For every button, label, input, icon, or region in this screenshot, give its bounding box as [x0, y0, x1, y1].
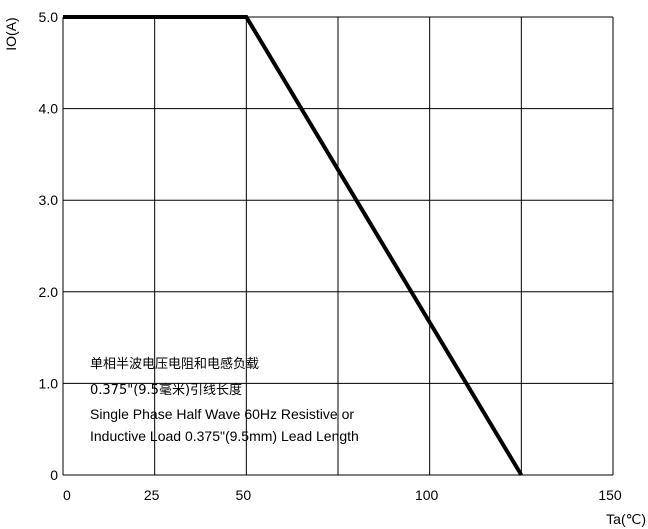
x-tick-label: 0 [63, 487, 71, 503]
annotation-line-4: Inductive Load 0.375"(9.5mm) Lead Length [90, 428, 359, 444]
annotation-line-2: 0.375"(9.5毫米)引线长度 [90, 383, 243, 398]
x-tick-label: 100 [415, 487, 439, 503]
grid [62, 16, 614, 476]
annotation-line-1: 单相半波电压电阻和电感负载 [90, 357, 260, 372]
series-line-0 [63, 15, 524, 477]
x-tick-label: 50 [236, 487, 252, 503]
y-axis-label: IO(A) [3, 17, 19, 50]
y-tick-label: 4.0 [39, 101, 59, 117]
y-tick-label: 1.0 [39, 375, 59, 391]
x-tick-label: 25 [144, 487, 160, 503]
y-tick-label: 3.0 [39, 192, 59, 208]
tick-labels: 0 1.0 2.0 3.0 4.0 5.0 0 25 50 100 150 [39, 9, 622, 503]
series-group [63, 15, 524, 477]
annotation-line-3: Single Phase Half Wave 60Hz Resistive or [90, 406, 355, 422]
x-axis-label: Ta(℃) [606, 511, 646, 527]
x-tick-label: 150 [598, 487, 622, 503]
y-tick-label: 2.0 [39, 284, 59, 300]
y-tick-label: 5.0 [39, 9, 59, 25]
y-tick-label: 0 [50, 467, 58, 483]
